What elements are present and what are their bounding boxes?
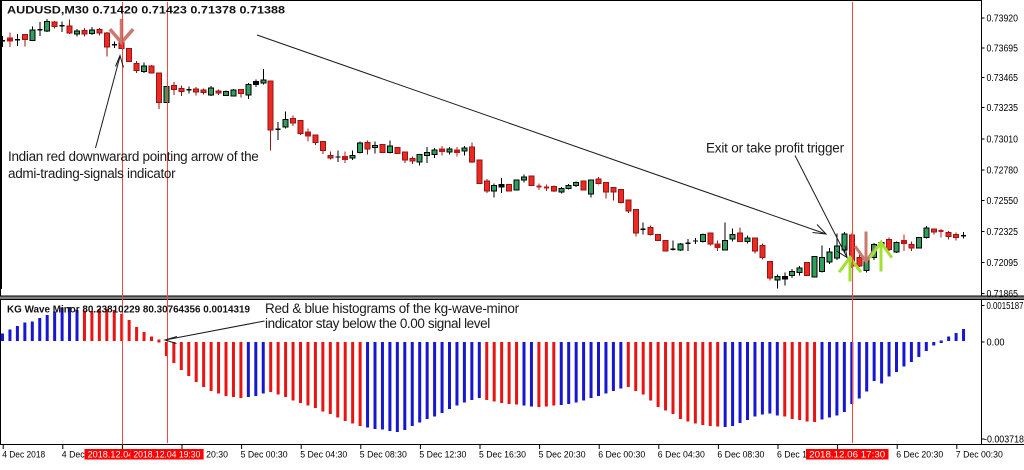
svg-text:2018.12.06 17:30: 2018.12.06 17:30 [809, 449, 885, 460]
svg-text:2018.12.04 16:30: 2018.12.04 16:30 [88, 449, 159, 460]
svg-text:0.00: 0.00 [987, 338, 1005, 349]
svg-text:0.73465: 0.73465 [987, 73, 1019, 84]
svg-text:0.72780: 0.72780 [987, 166, 1019, 177]
svg-text:KG Wave Minor 80.23810229 80.: KG Wave Minor 80.23810229 80.30764356 0.… [7, 304, 250, 316]
svg-text:4 Dec 20:30: 4 Dec 20:30 [181, 449, 228, 460]
svg-text:5 Dec 08:30: 5 Dec 08:30 [360, 449, 407, 460]
svg-text:5 Dec 12:30: 5 Dec 12:30 [419, 449, 466, 460]
svg-text:0.71865: 0.71865 [987, 289, 1019, 300]
svg-text:Red & blue histograms of the k: Red & blue histograms of the kg-wave-min… [265, 301, 520, 316]
svg-text:Exit or take profit trigger: Exit or take profit trigger [706, 141, 845, 156]
svg-text:0.73235: 0.73235 [987, 103, 1019, 114]
svg-text:6 Dec 04:30: 6 Dec 04:30 [658, 449, 705, 460]
svg-text:0.0015187: 0.0015187 [987, 301, 1024, 312]
svg-text:6 Dec 12:30: 6 Dec 12:30 [777, 449, 824, 460]
svg-text:6 Dec 08:30: 6 Dec 08:30 [717, 449, 764, 460]
svg-text:5 Dec 16:30: 5 Dec 16:30 [479, 449, 526, 460]
svg-text:0.72325: 0.72325 [987, 227, 1019, 238]
svg-text:admi-trading-signals indicator: admi-trading-signals indicator [8, 166, 176, 181]
svg-text:AUDUSD,M30 0.71420 0.71423 0.: AUDUSD,M30 0.71420 0.71423 0.71378 0.713… [7, 5, 285, 17]
svg-text:5 Dec 20:30: 5 Dec 20:30 [539, 449, 586, 460]
svg-text:0.73010: 0.73010 [987, 135, 1019, 146]
svg-text:indicator stay below the 0.00: indicator stay below the 0.00 signal lev… [265, 316, 490, 331]
svg-text:0.73920: 0.73920 [987, 14, 1019, 25]
svg-text:0.72095: 0.72095 [987, 258, 1019, 269]
svg-text:5 Dec 00:30: 5 Dec 00:30 [241, 449, 288, 460]
svg-text:7 Dec 00:30: 7 Dec 00:30 [956, 449, 1003, 460]
svg-text:2018.12.04 19:30: 2018.12.04 19:30 [133, 449, 200, 460]
svg-text:0.72550: 0.72550 [987, 196, 1019, 207]
svg-text:6 Dec 20:30: 6 Dec 20:30 [896, 449, 943, 460]
svg-text:5 Dec 04:30: 5 Dec 04:30 [300, 449, 347, 460]
svg-text:Indian red downwarard pointing: Indian red downwarard pointing arrow of … [8, 149, 259, 164]
svg-text:4 Dec 2018: 4 Dec 2018 [2, 449, 45, 460]
svg-text:6 Dec 00:30: 6 Dec 00:30 [598, 449, 645, 460]
svg-text:0.73695: 0.73695 [987, 44, 1019, 55]
svg-text:-0.003718: -0.003718 [984, 435, 1024, 446]
